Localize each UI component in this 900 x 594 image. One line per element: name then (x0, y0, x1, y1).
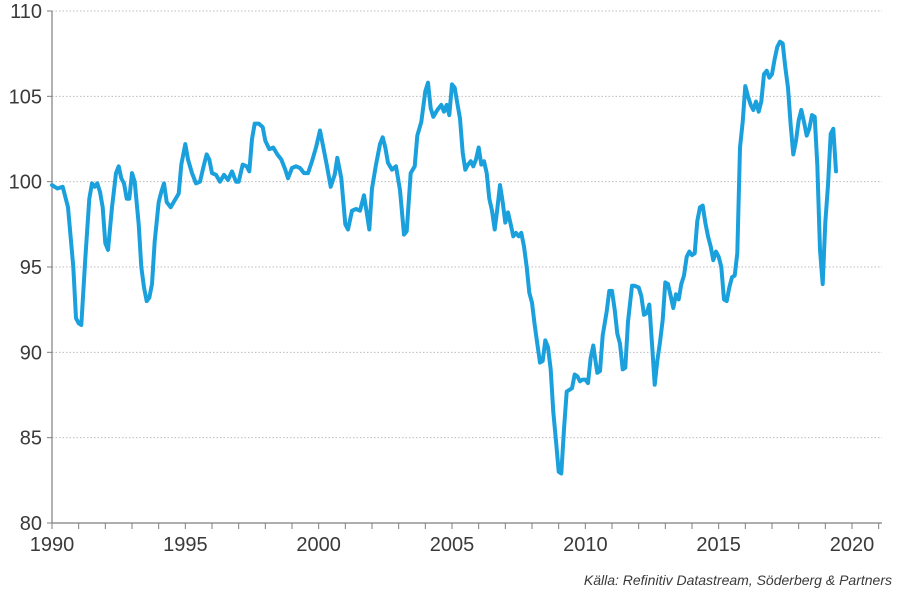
y-tick-label: 110 (10, 1, 42, 23)
y-tick-label: 95 (20, 257, 42, 279)
y-tick-label: 100 (9, 172, 42, 194)
x-tick-label: 2020 (830, 534, 875, 556)
y-tick-label: 85 (20, 428, 42, 450)
x-tick-label: 2005 (430, 534, 475, 556)
y-tick-label: 105 (9, 86, 42, 108)
axes (51, 11, 882, 524)
x-tick-label: 2015 (696, 534, 741, 556)
x-tick-label: 2000 (296, 534, 341, 556)
x-tick-label: 1995 (163, 534, 208, 556)
x-axis-ticks: 1990 1995 2000 2005 2010 2015 2020 (30, 523, 880, 556)
y-tick-label: 80 (20, 513, 42, 535)
y-axis-ticks: 80 85 90 95 100 105 110 (9, 1, 52, 535)
y-tick-label: 90 (20, 342, 42, 364)
source-note: Källa: Refinitiv Datastream, Söderberg &… (583, 572, 892, 588)
x-tick-label: 1990 (30, 534, 75, 556)
gridlines (52, 10, 882, 439)
series-line (50, 39, 838, 476)
x-tick-label: 2010 (563, 534, 608, 556)
